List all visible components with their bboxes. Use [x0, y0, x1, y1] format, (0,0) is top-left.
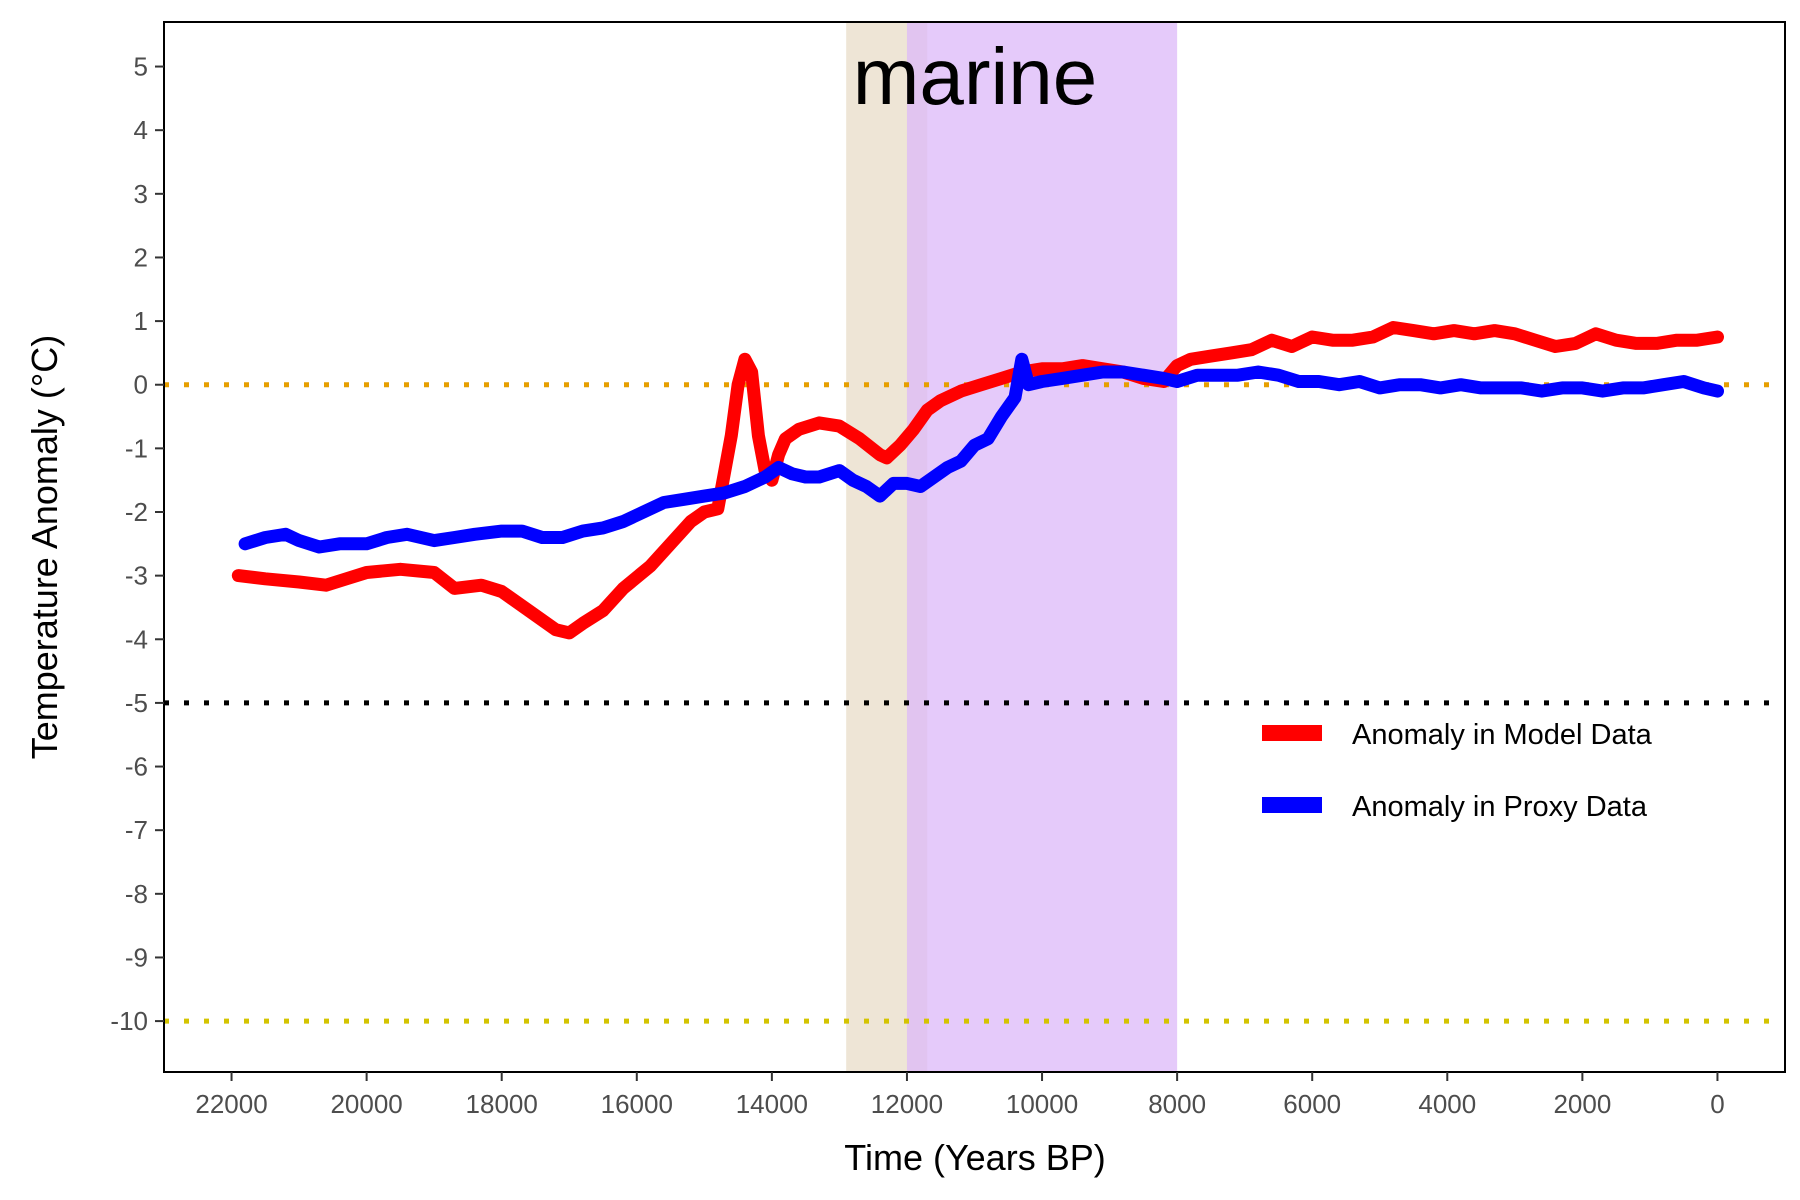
y-tick-label: -5	[125, 688, 148, 718]
x-tick-label: 10000	[1006, 1089, 1078, 1119]
y-tick-label: 0	[134, 370, 148, 400]
x-tick-label: 22000	[195, 1089, 267, 1119]
legend-label-model: Anomaly in Model Data	[1352, 719, 1653, 751]
x-tick-label: 12000	[871, 1089, 943, 1119]
x-tick-label: 4000	[1418, 1089, 1476, 1119]
series-line-proxy	[238, 352, 1724, 554]
chart-title: marine	[853, 32, 1098, 121]
series-line-model	[231, 321, 1724, 640]
shaded-region-2	[906, 22, 1178, 1072]
x-axis: 22000 20000 18000 16000 14000 12000 10000 8000 6…	[195, 1072, 1725, 1119]
y-tick-label: -9	[125, 942, 148, 972]
y-tick-label: -10	[110, 1006, 148, 1036]
legend-label-proxy: Anomaly in Proxy Data	[1352, 791, 1648, 823]
y-tick-label: -4	[125, 624, 148, 654]
y-tick-label: 1	[134, 306, 148, 336]
y-tick-label: -7	[125, 815, 148, 845]
x-tick-label: 14000	[736, 1089, 808, 1119]
y-tick-label: -8	[125, 879, 148, 909]
y-tick-label: 5	[134, 52, 148, 82]
x-tick-label: 2000	[1553, 1089, 1611, 1119]
plot-panel-border	[163, 21, 1786, 1073]
x-tick-label: 18000	[466, 1089, 538, 1119]
y-tick-label: -3	[125, 561, 148, 591]
y-tick-label: 3	[134, 179, 148, 209]
x-tick-label: 6000	[1283, 1089, 1341, 1119]
x-tick-label: 16000	[601, 1089, 673, 1119]
y-tick-label: 2	[134, 242, 148, 272]
x-axis-title: Time (Years BP)	[844, 1137, 1105, 1178]
legend: Anomaly in Model Data Anomaly in Proxy D…	[1262, 719, 1653, 823]
y-tick-label: -2	[125, 497, 148, 527]
x-tick-label: 20000	[330, 1089, 402, 1119]
y-tick-label: -1	[125, 433, 148, 463]
y-tick-label: -6	[125, 752, 148, 782]
shaded-regions	[846, 22, 1178, 1072]
series-lines	[231, 321, 1724, 640]
y-axis: 5 4 3 2 1 0 -1 -2 -3 -4 -5 -6 -7 -8 -9 -10	[110, 52, 164, 1036]
x-tick-label: 0	[1710, 1089, 1724, 1119]
y-axis-title: Temperature Anomaly (°C)	[24, 335, 65, 760]
y-tick-label: 4	[134, 115, 148, 145]
x-tick-label: 8000	[1148, 1089, 1206, 1119]
